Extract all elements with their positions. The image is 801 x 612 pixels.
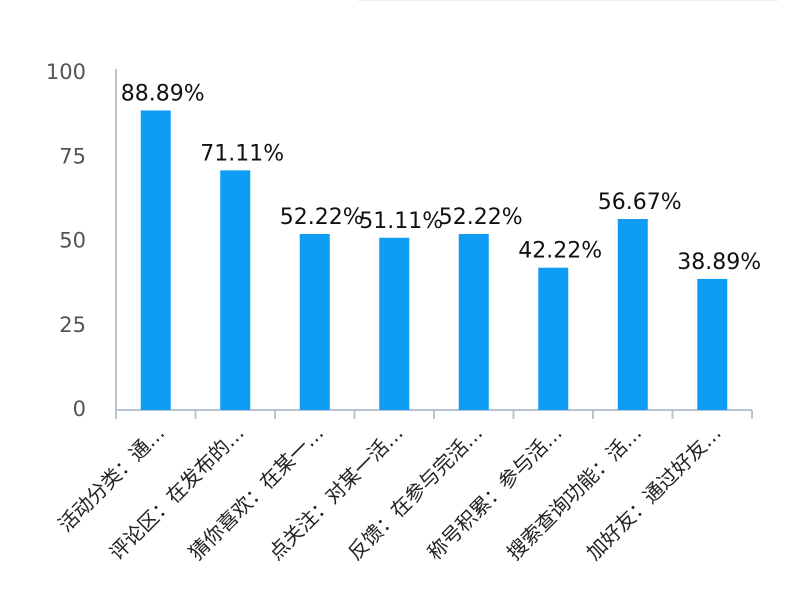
data-label: 38.89% <box>677 250 761 275</box>
data-label: 52.22% <box>439 205 523 230</box>
x-category-label: 加好友：通过好友… <box>582 421 726 565</box>
bar <box>299 234 330 410</box>
bar <box>538 267 569 410</box>
y-tick-label: 25 <box>59 313 86 337</box>
data-label: 88.89% <box>121 81 205 106</box>
data-label: 51.11% <box>359 209 443 234</box>
y-tick-label: 75 <box>59 144 86 168</box>
x-category-label: 猜你喜欢：在某一… <box>184 421 328 565</box>
x-category-label: 称号积累：参与活… <box>423 421 567 565</box>
bar <box>140 110 171 410</box>
x-category-label: 点关注：对某一活… <box>264 421 408 565</box>
y-tick-label: 50 <box>59 229 86 253</box>
x-category-label: 搜索查询功能：活… <box>502 421 646 565</box>
y-tick-label: 0 <box>73 397 86 421</box>
data-label: 52.22% <box>280 205 364 230</box>
y-axis-ticks: 0 25 50 75 100 <box>46 60 86 421</box>
top-divider <box>358 0 778 1</box>
x-category-label: 评论区：在发布的… <box>105 421 249 565</box>
y-tick-label: 100 <box>46 60 86 84</box>
x-axis-labels: 活动分类：通…评论区：在发布的…猜你喜欢：在某一…点关注：对某一活…反馈：在参与… <box>53 421 725 565</box>
data-label: 71.11% <box>200 141 284 166</box>
bar <box>220 170 251 410</box>
bar <box>458 234 489 410</box>
bar <box>697 278 728 410</box>
data-label: 56.67% <box>598 190 682 215</box>
data-labels: 88.89% 71.11% 52.22%51.11%52.22% 42.22% 56.6… <box>121 81 761 275</box>
bar <box>617 219 648 410</box>
axes <box>115 69 753 419</box>
data-label: 42.22% <box>518 239 602 264</box>
bar <box>379 237 410 410</box>
bars <box>140 110 728 410</box>
x-category-label: 反馈：在参与完活… <box>343 421 487 565</box>
